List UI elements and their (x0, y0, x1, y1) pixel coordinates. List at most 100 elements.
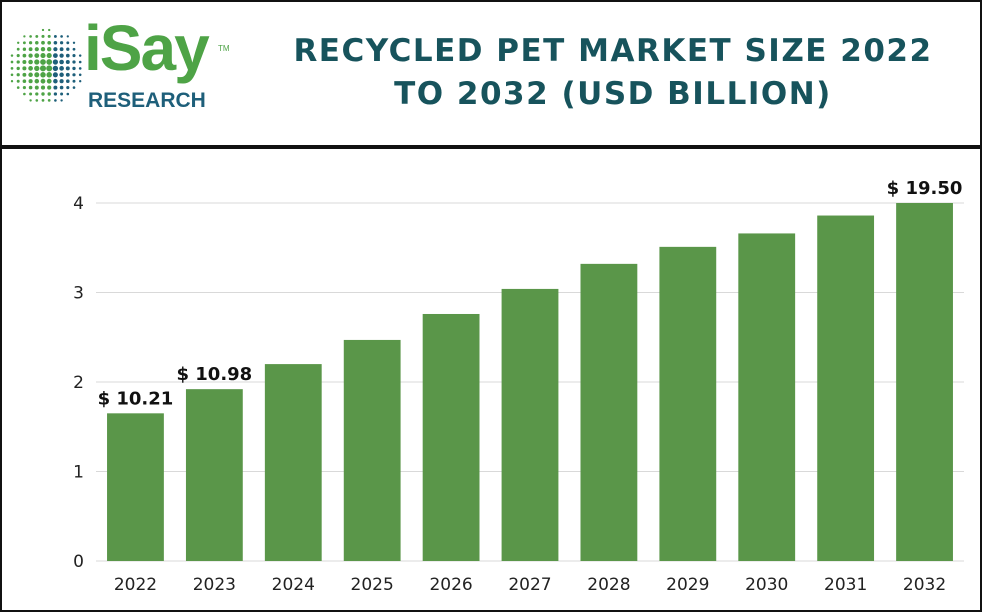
logo-dot (46, 65, 53, 72)
logo-dot (66, 79, 70, 83)
data-label: $ 19.50 (887, 178, 963, 199)
logo-dot (29, 35, 32, 38)
logo-dot (22, 66, 27, 71)
bar (501, 288, 559, 561)
y-tick-label: 0 (73, 552, 84, 572)
logo-dot (78, 73, 82, 77)
bar (738, 233, 796, 561)
logo-dot (46, 59, 53, 65)
chart-title-line-2: TO 2032 (USD BILLION) (394, 76, 832, 112)
logo-dot (72, 47, 76, 51)
logo-dot (22, 86, 26, 90)
logo-dot (40, 85, 46, 90)
logo-dot (22, 72, 27, 77)
logo-tagline: RESEARCH (88, 89, 206, 112)
logo-trademark: TM (218, 44, 230, 53)
x-tick-label: 2032 (903, 575, 946, 595)
bar (343, 339, 401, 561)
logo-dot (59, 79, 64, 84)
logo-dot (35, 41, 39, 45)
logo-dot (72, 60, 76, 64)
logo-dot (53, 34, 57, 38)
logo-dot (66, 47, 70, 51)
logo-dot (79, 80, 82, 83)
x-tick-label: 2022 (114, 575, 157, 595)
logo-dot (28, 41, 33, 45)
logo-dot (22, 47, 27, 51)
logo-dot (53, 53, 58, 58)
logo-dot (16, 73, 20, 77)
logo-dot (40, 59, 46, 65)
logo-dot (65, 60, 70, 64)
header: iSay TM RESEARCH RECYCLED PET MARKET SIZ… (2, 2, 980, 145)
logo-dot (53, 41, 58, 45)
logo-dot (60, 35, 63, 38)
logo-dot (34, 78, 40, 84)
logo-dot (78, 54, 82, 57)
logo-dot (40, 72, 46, 78)
logo-dot (47, 40, 52, 45)
chart-title: RECYCLED PET MARKET SIZE 2022 TO 2032 (U… (252, 30, 974, 116)
logo-dot (72, 66, 76, 71)
logo-dot (23, 92, 26, 96)
logo-dot (59, 66, 64, 71)
y-tick-label: 4 (73, 194, 84, 214)
logo-dot (47, 34, 51, 38)
logo-dot (72, 73, 76, 77)
x-tick-label: 2023 (193, 575, 236, 595)
logo-dot (40, 46, 46, 52)
logo-dot (78, 60, 82, 64)
logo-dot (65, 66, 70, 71)
logo-dot (23, 35, 26, 38)
logo-dot (10, 67, 14, 70)
logo-dot (16, 66, 20, 71)
logo-dot (28, 79, 33, 84)
logo-dot (28, 53, 33, 58)
logo-dot (59, 41, 64, 45)
bar (896, 203, 953, 561)
logo-dot (78, 67, 82, 70)
x-tick-label: 2031 (824, 575, 867, 595)
header-divider (2, 145, 980, 149)
logo-dot (28, 47, 33, 52)
logo-dot (34, 85, 39, 90)
x-tick-label: 2028 (587, 575, 630, 595)
logo-dot (28, 59, 33, 65)
logo-dot (66, 86, 70, 90)
logo-dot (40, 78, 46, 84)
logo-dot (47, 85, 52, 90)
logo-dot (72, 41, 76, 44)
y-tick-label: 3 (73, 284, 84, 304)
logo-dot (10, 80, 14, 83)
bar (817, 215, 875, 561)
logo-dot (60, 99, 63, 102)
logo-dot (59, 72, 64, 78)
logo-dot (53, 78, 58, 84)
logo-dot (41, 28, 45, 32)
logo-dot (47, 92, 51, 96)
logo-dot (10, 73, 14, 77)
logo-dot (66, 35, 69, 38)
logo-dot (28, 72, 33, 78)
logo-dot (59, 53, 64, 58)
logo-dot (46, 78, 52, 84)
logo-dot (60, 92, 64, 96)
logo-dot (52, 72, 58, 78)
logo-dot (16, 47, 20, 51)
logo-dot (28, 85, 33, 90)
logo-dot (54, 99, 57, 102)
bar (659, 246, 717, 561)
logo-dot (35, 34, 39, 38)
x-tick-label: 2029 (666, 575, 709, 595)
logo-dot (66, 41, 70, 45)
x-tick-label: 2027 (508, 575, 551, 595)
logo-dot (65, 53, 70, 58)
y-tick-label: 2 (73, 373, 84, 393)
x-tick-label: 2024 (272, 575, 315, 595)
logo-dot (46, 72, 52, 78)
logo-dot (35, 99, 39, 102)
logo-dot (34, 65, 40, 72)
logo-dot (46, 46, 52, 52)
bar (185, 389, 243, 561)
